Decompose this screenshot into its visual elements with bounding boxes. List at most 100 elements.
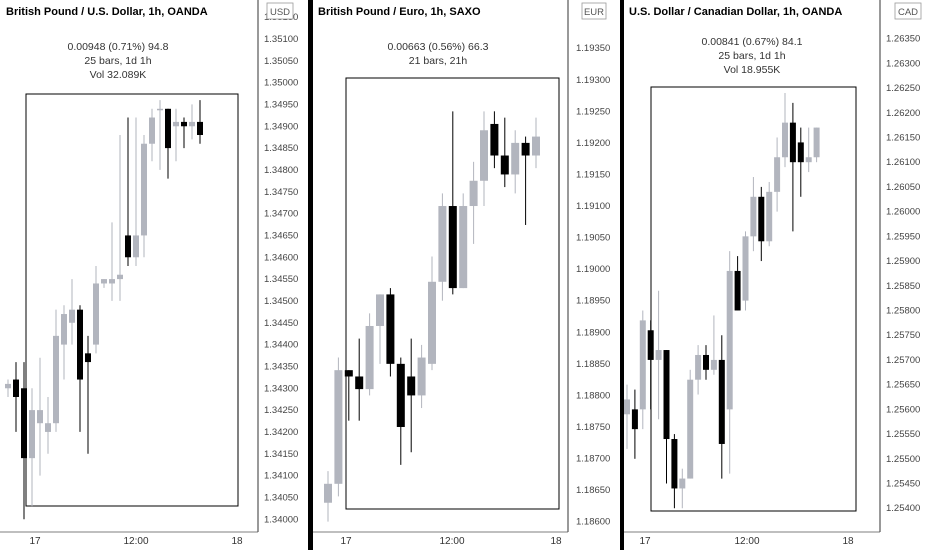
price-tick-label: 1.34450 <box>264 318 298 329</box>
candle-body <box>647 330 654 360</box>
candle-body <box>448 206 457 289</box>
candle-body <box>639 320 646 410</box>
candle-body <box>750 196 757 237</box>
price-tick-label: 1.25750 <box>886 330 920 341</box>
price-tick-label: 1.25850 <box>886 281 920 292</box>
candle-body <box>181 121 187 127</box>
price-tick-label: 1.26300 <box>886 58 920 69</box>
time-tick-1200: 12:00 <box>123 536 148 547</box>
price-tick-label: 1.34250 <box>264 405 298 416</box>
candle-body <box>365 325 374 390</box>
candle-body <box>687 379 694 479</box>
price-tick-label: 1.34050 <box>264 492 298 503</box>
candle-body <box>480 130 488 181</box>
price-axis: 1.351501.351001.350501.350001.349501.349… <box>264 12 298 525</box>
price-tick-label: 1.34950 <box>264 99 298 110</box>
candle-body <box>77 309 83 380</box>
candle-body <box>324 483 332 503</box>
currency-badge <box>266 2 294 20</box>
price-tick-label: 1.25450 <box>886 479 920 490</box>
candle-body <box>109 279 115 284</box>
price-tick-label: 1.26350 <box>886 34 920 45</box>
candle-body <box>813 127 820 158</box>
price-tick-label: 1.19150 <box>576 169 610 180</box>
price-tick-label: 1.18750 <box>576 422 610 433</box>
candle-body <box>782 122 788 158</box>
price-tick-label: 1.34600 <box>264 252 298 263</box>
measure-bars: 21 bars, 21h <box>409 55 468 67</box>
candle-body <box>197 121 203 135</box>
price-tick-label: 1.34100 <box>264 471 298 482</box>
candle-body <box>521 142 530 156</box>
price-tick-label: 1.26100 <box>886 157 920 168</box>
candle-body <box>511 142 520 175</box>
measure-volume: Vol 32.089K <box>90 69 147 81</box>
candles-group <box>624 92 820 509</box>
price-tick-label: 1.18600 <box>576 517 610 528</box>
price-tick-label: 1.34350 <box>264 361 298 372</box>
candle-body <box>695 354 702 380</box>
price-tick-label: 1.25600 <box>886 404 920 415</box>
price-tick-label: 1.34300 <box>264 383 298 394</box>
candle-body <box>459 206 468 289</box>
price-tick-label: 1.34550 <box>264 274 298 285</box>
price-tick-label: 1.19300 <box>576 75 610 86</box>
candle-body <box>173 121 179 127</box>
chart-panel-gbpusd: British Pound / U.S. Dollar, 1h, OANDA 0… <box>0 0 298 547</box>
price-tick-label: 1.34650 <box>264 230 298 241</box>
time-tick-17: 17 <box>639 536 651 547</box>
price-tick-label: 1.25700 <box>886 355 920 366</box>
chart-title: British Pound / U.S. Dollar, 1h, OANDA <box>6 6 208 18</box>
time-tick-18: 18 <box>231 536 243 547</box>
price-tick-label: 1.34400 <box>264 340 298 351</box>
candle-body <box>469 180 478 207</box>
price-tick-label: 1.25800 <box>886 305 920 316</box>
candle-body <box>710 359 717 370</box>
candle-body <box>189 121 195 127</box>
price-tick-label: 1.19000 <box>576 264 610 275</box>
price-tick-label: 1.34000 <box>264 514 298 525</box>
currency-badge <box>581 2 607 20</box>
time-tick-17: 17 <box>340 536 352 547</box>
candle-body <box>774 157 781 192</box>
chart-panel-usdcad: U.S. Dollar / Canadian Dollar, 1h, OANDA… <box>624 0 922 547</box>
candle-body <box>789 122 796 163</box>
price-tick-label: 1.26050 <box>886 182 920 193</box>
price-tick-label: 1.25950 <box>886 231 920 242</box>
price-tick-label: 1.34750 <box>264 187 298 198</box>
measure-range-box <box>25 93 239 507</box>
candle-body <box>85 353 91 363</box>
candle-body <box>663 350 670 440</box>
candle-body <box>344 370 353 377</box>
candle-body <box>766 191 773 242</box>
candle-body <box>490 123 499 156</box>
measure-change: 0.00948 (0.71%) 94.8 <box>68 41 169 53</box>
candle-body <box>157 108 163 111</box>
currency-badge <box>894 2 922 20</box>
price-tick-label: 1.25550 <box>886 429 920 440</box>
candle-body <box>37 410 43 424</box>
candle-body <box>165 108 171 149</box>
candle-body <box>428 281 436 364</box>
candle-body <box>718 359 725 444</box>
price-tick-label: 1.18950 <box>576 296 610 307</box>
time-tick-18: 18 <box>842 536 854 547</box>
chart-panel-gbpeur: British Pound / Euro, 1h, SAXO 0.00663 (… <box>313 0 610 547</box>
candle-body <box>734 270 741 311</box>
price-tick-label: 1.34800 <box>264 165 298 176</box>
candle-body <box>805 157 812 163</box>
candle-body <box>93 283 99 345</box>
candle-body <box>758 196 765 242</box>
candle-body <box>438 206 447 282</box>
price-tick-label: 1.25900 <box>886 256 920 267</box>
price-tick-label: 1.26000 <box>886 207 920 218</box>
price-tick-label: 1.34500 <box>264 296 298 307</box>
measure-change: 0.00663 (0.56%) 66.3 <box>388 41 489 53</box>
price-tick-label: 1.18650 <box>576 485 610 496</box>
chart-title: British Pound / Euro, 1h, SAXO <box>318 6 481 18</box>
price-tick-label: 1.34850 <box>264 143 298 154</box>
candle-body <box>125 235 131 258</box>
price-tick-label: 1.18850 <box>576 359 610 370</box>
candle-body <box>45 423 51 432</box>
